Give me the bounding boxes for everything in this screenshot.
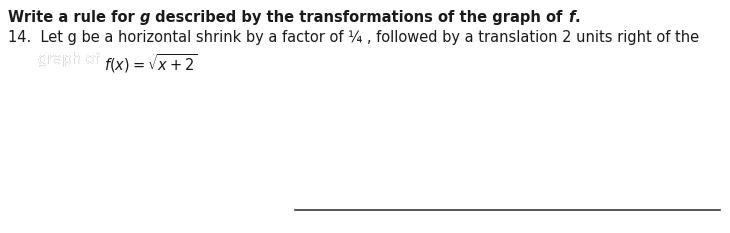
Text: g: g (140, 10, 150, 25)
Text: 14.  Let g be a horizontal shrink by a factor of ¼ , followed by a translation 2: 14. Let g be a horizontal shrink by a fa… (8, 30, 699, 45)
Text: f: f (568, 10, 575, 25)
Text: Write a rule for: Write a rule for (8, 10, 140, 25)
Text: graph of: graph of (38, 52, 104, 67)
Text: graph of: graph of (38, 52, 148, 67)
Text: .: . (575, 10, 580, 25)
Text: $f(x) = \sqrt{x+2}$: $f(x) = \sqrt{x+2}$ (104, 52, 198, 75)
Text: graph of: graph of (38, 52, 104, 67)
Text: described by the transformations of the graph of: described by the transformations of the … (150, 10, 568, 25)
